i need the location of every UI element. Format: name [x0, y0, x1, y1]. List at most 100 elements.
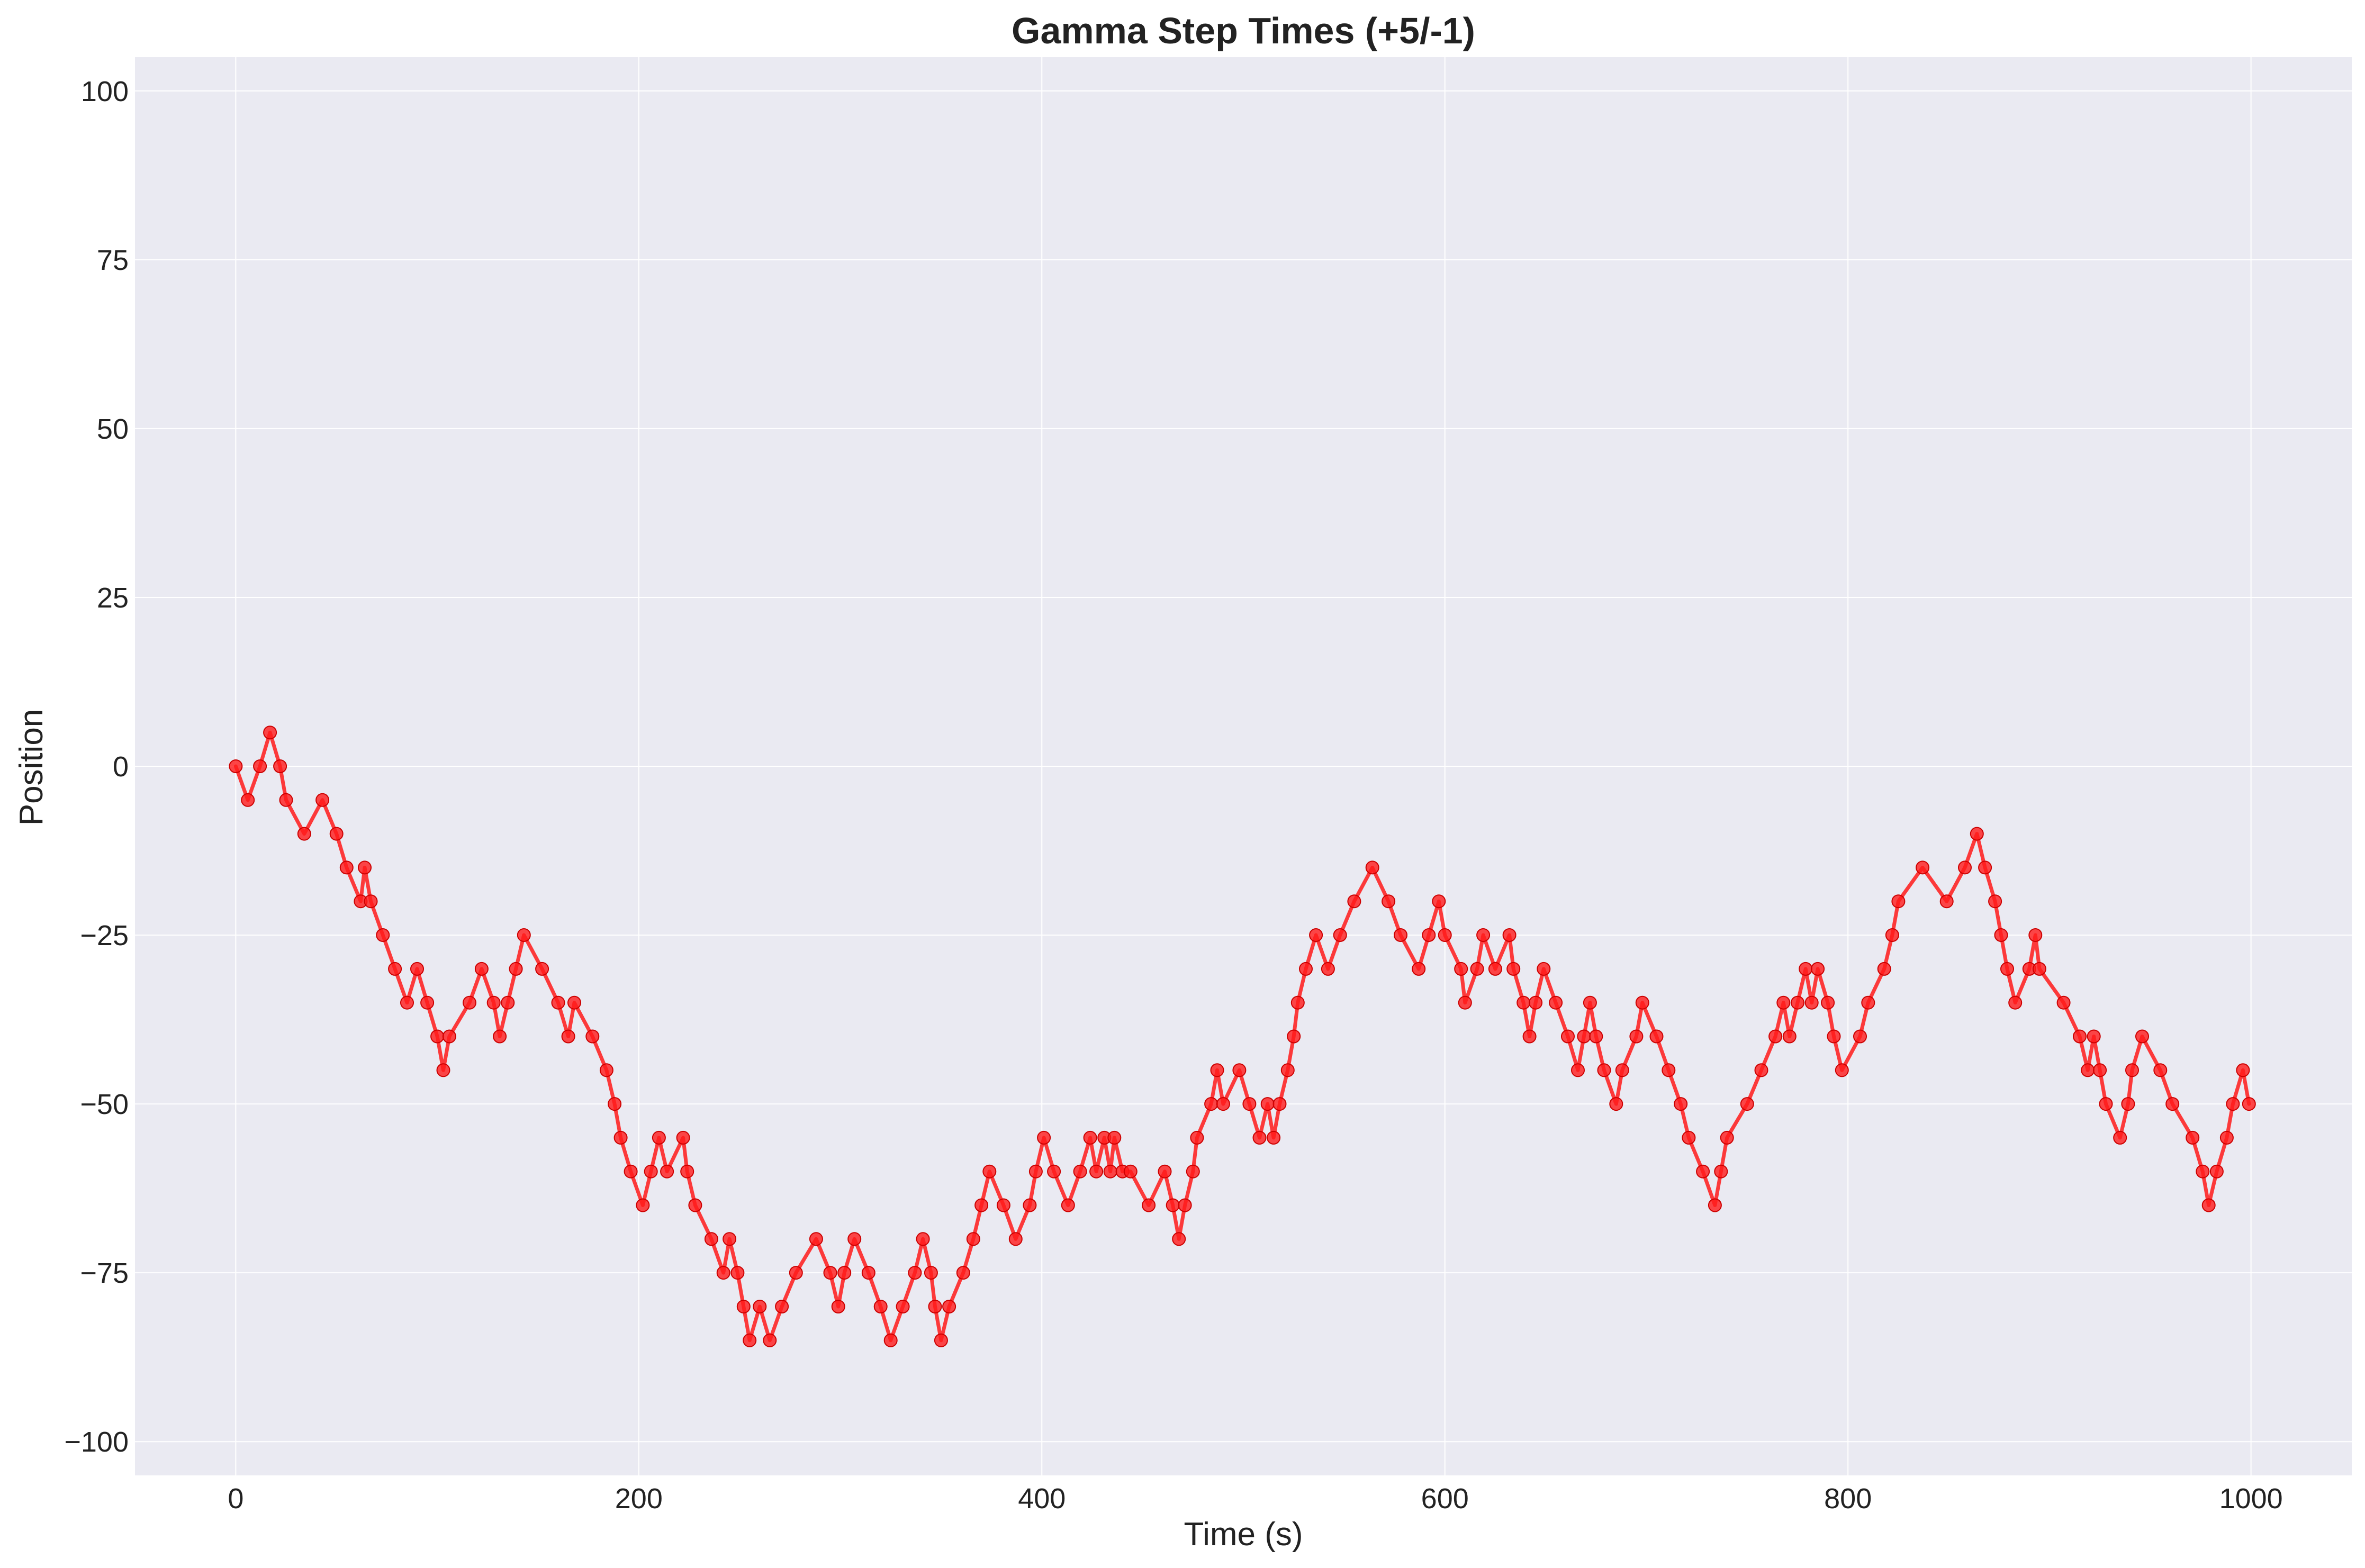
- x-tick-label: 0: [228, 1483, 243, 1515]
- data-point: [1252, 1130, 1267, 1145]
- data-point: [1811, 962, 1825, 976]
- data-point: [624, 1164, 638, 1179]
- data-point: [1061, 1198, 1075, 1212]
- data-point: [376, 928, 390, 942]
- data-point: [1958, 860, 1972, 875]
- data-point: [410, 962, 424, 976]
- data-point: [831, 1300, 845, 1313]
- data-point: [1267, 1130, 1281, 1145]
- data-point: [644, 1164, 658, 1179]
- y-tick-label: 25: [97, 582, 129, 614]
- data-point: [2099, 1097, 2113, 1111]
- data-point: [608, 1097, 622, 1111]
- data-point: [789, 1266, 803, 1280]
- data-point: [599, 1063, 613, 1077]
- data-point: [2165, 1097, 2180, 1111]
- data-point: [1432, 894, 1446, 909]
- y-tick-label: 100: [81, 76, 129, 107]
- data-point: [2186, 1130, 2200, 1145]
- data-point: [1438, 928, 1452, 942]
- tick-labels: 0 200 400 600 800 1000 100 75 50 25 0 −25 −50 −75 −100: [64, 76, 2282, 1515]
- data-point: [1047, 1164, 1061, 1179]
- data-point: [1186, 1164, 1200, 1179]
- data-point: [908, 1266, 922, 1280]
- data-point: [823, 1266, 837, 1280]
- data-point: [1682, 1130, 1696, 1145]
- data-point: [486, 995, 501, 1010]
- data-point: [2201, 1198, 2216, 1212]
- y-tick-label: 50: [97, 413, 129, 445]
- data-point: [2226, 1097, 2240, 1111]
- data-point: [928, 1300, 942, 1313]
- data-point: [837, 1266, 852, 1280]
- data-point: [1172, 1232, 1186, 1246]
- data-point: [1502, 928, 1517, 942]
- data-point: [358, 860, 372, 875]
- data-point: [1827, 1029, 1841, 1044]
- data-point: [688, 1198, 702, 1212]
- data-point: [1768, 1029, 1783, 1044]
- data-point: [1272, 1097, 1287, 1111]
- data-point: [1365, 860, 1379, 875]
- data-point: [1861, 995, 1875, 1010]
- data-point: [509, 962, 523, 976]
- data-point: [1287, 1029, 1301, 1044]
- data-point: [1454, 962, 1468, 976]
- data-point: [1529, 995, 1543, 1010]
- data-point: [279, 793, 293, 807]
- data-point: [1782, 1029, 1797, 1044]
- data-point: [883, 1333, 898, 1347]
- data-point: [315, 793, 330, 807]
- data-point: [463, 995, 476, 1010]
- y-tick-label: −25: [80, 920, 129, 951]
- data-point: [896, 1300, 910, 1313]
- data-point: [2209, 1164, 2224, 1179]
- data-point: [493, 1029, 507, 1044]
- data-point: [339, 860, 354, 875]
- data-point: [297, 827, 311, 841]
- data-point: [2196, 1164, 2210, 1179]
- data-point: [1280, 1063, 1295, 1077]
- data-point: [942, 1300, 956, 1313]
- data-point: [1190, 1130, 1204, 1145]
- data-point: [1458, 995, 1472, 1010]
- data-point: [1791, 995, 1804, 1010]
- chart-title: Gamma Step Times (+5/-1): [1012, 10, 1475, 51]
- data-point: [1216, 1097, 1230, 1111]
- data-point: [474, 962, 489, 976]
- data-point: [430, 1029, 445, 1044]
- data-point: [1037, 1130, 1051, 1145]
- data-point: [2113, 1130, 2127, 1145]
- data-point: [1615, 1063, 1629, 1077]
- y-tick-label: 75: [97, 244, 129, 276]
- data-point: [1537, 962, 1551, 976]
- data-point: [436, 1063, 450, 1077]
- data-point: [1708, 1198, 1722, 1212]
- data-point: [2219, 1130, 2234, 1145]
- data-point: [1517, 995, 1531, 1010]
- data-point: [2032, 962, 2046, 976]
- data-point: [613, 1130, 628, 1145]
- data-point: [2000, 962, 2014, 976]
- data-point: [1674, 1097, 1688, 1111]
- data-point: [567, 995, 581, 1010]
- data-point: [1714, 1164, 1728, 1179]
- data-point: [2073, 1029, 2087, 1044]
- data-point: [716, 1266, 730, 1280]
- data-point: [704, 1232, 718, 1246]
- data-point: [660, 1164, 674, 1179]
- data-point: [1506, 962, 1521, 976]
- data-point: [1821, 995, 1835, 1010]
- data-point: [763, 1333, 777, 1347]
- data-point: [956, 1266, 970, 1280]
- data-point: [1476, 928, 1491, 942]
- data-point: [1877, 962, 1891, 976]
- data-point: [364, 894, 378, 909]
- data-point: [1583, 995, 1597, 1010]
- data-point: [1083, 1130, 1097, 1145]
- data-point: [1561, 1029, 1575, 1044]
- data-point: [873, 1300, 888, 1313]
- data-point: [676, 1130, 690, 1145]
- data-point: [1028, 1164, 1043, 1179]
